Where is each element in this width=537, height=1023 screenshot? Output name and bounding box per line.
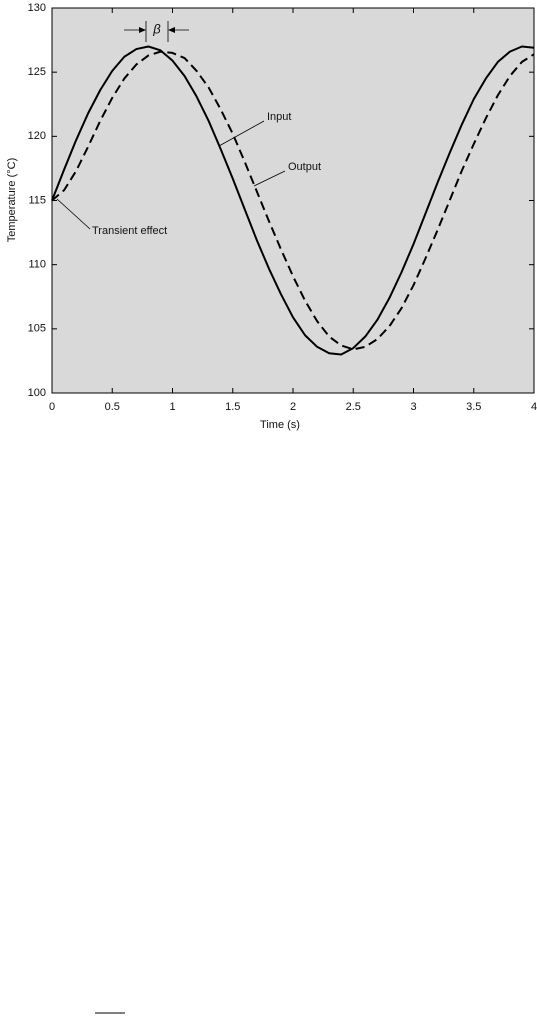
- y-tick-label: 115: [28, 194, 46, 206]
- y-tick-label: 105: [28, 323, 46, 335]
- series-line: [51, 45, 535, 356]
- beta-arrowhead: [139, 27, 146, 33]
- series-line: [51, 50, 535, 351]
- x-axis-label: Time (s): [260, 419, 300, 431]
- x-tick-label: 3.5: [466, 401, 481, 413]
- x-tick-label: 3: [410, 401, 416, 413]
- y-tick-label: 130: [28, 2, 46, 14]
- beta-arrowhead: [168, 27, 175, 33]
- x-tick-label: 2.5: [346, 401, 361, 413]
- series-label: Input: [267, 111, 291, 123]
- beta-label: β: [152, 21, 161, 36]
- y-tick-label: 120: [28, 130, 46, 142]
- y-tick-label: 110: [28, 259, 46, 271]
- series-label: Output: [288, 161, 321, 173]
- output-leader: [253, 170, 286, 187]
- x-tick-label: 2: [290, 401, 296, 413]
- y-tick-label: 100: [28, 387, 46, 399]
- x-tick-label: 1: [169, 401, 175, 413]
- annotation: Transient effect: [92, 225, 167, 237]
- x-tick-label: 1.5: [225, 401, 240, 413]
- transient-leader: [56, 198, 91, 230]
- x-tick-label: 4: [531, 401, 537, 413]
- x-tick-label: 0.5: [105, 401, 120, 413]
- y-axis-label: Temperature (°C): [6, 158, 18, 242]
- plot-area: [51, 7, 535, 394]
- x-tick-label: 0: [49, 401, 55, 413]
- input-leader: [218, 120, 265, 147]
- y-tick-label: 125: [28, 66, 46, 78]
